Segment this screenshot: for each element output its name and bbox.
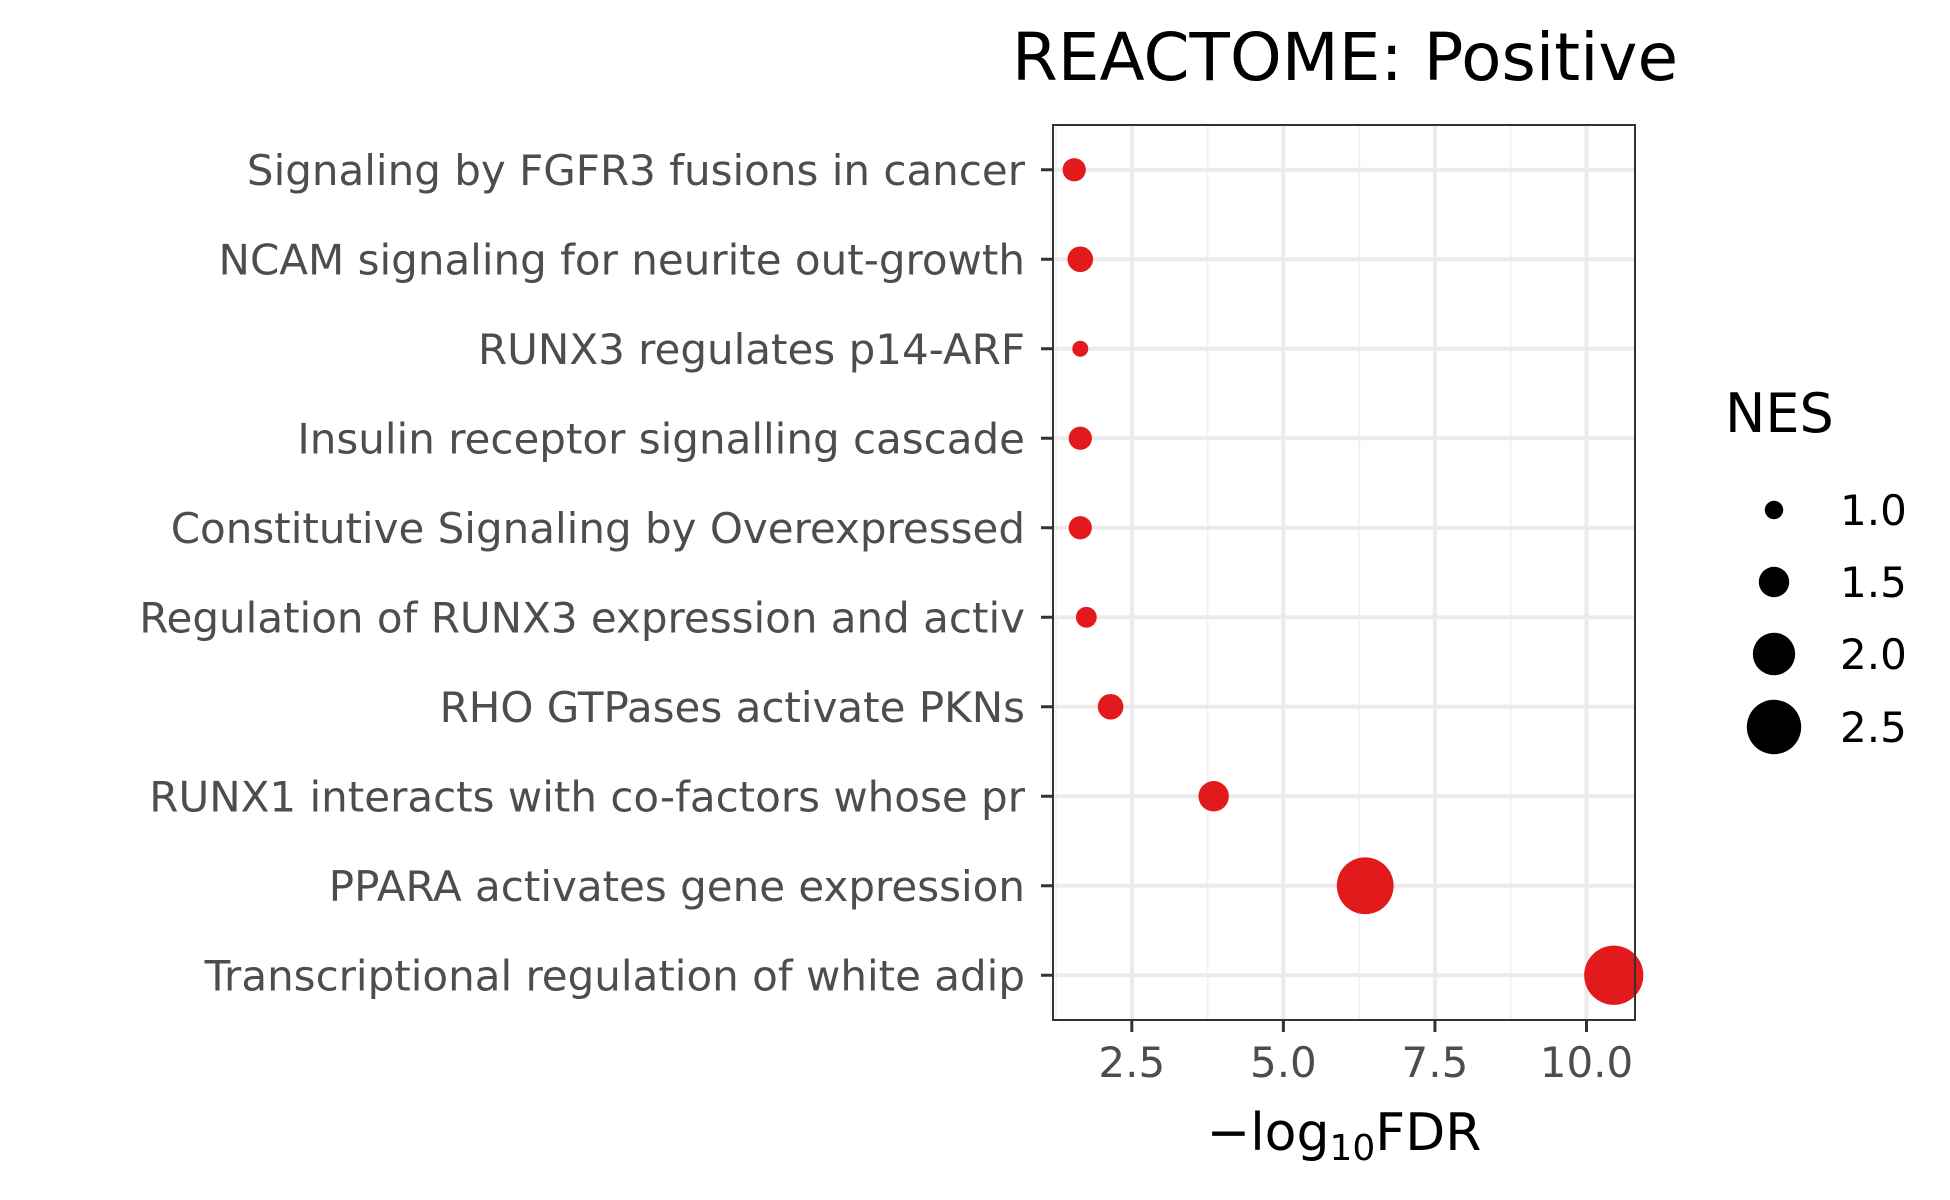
point-layer	[1062, 158, 1644, 1005]
y-tick-label: Transcriptional regulation of white adip	[204, 951, 1025, 1000]
data-point	[1067, 246, 1094, 273]
data-point	[1068, 426, 1092, 450]
legend-label: 2.0	[1840, 630, 1907, 679]
data-point	[1584, 945, 1644, 1005]
x-axis-title-prefix: −log	[1207, 1103, 1330, 1163]
x-tick-label: 10.0	[1540, 1038, 1634, 1087]
data-point	[1075, 606, 1097, 628]
size-legend: NES 1.0 1.5 2.0 2.5	[1725, 382, 1907, 755]
y-tick-label: Regulation of RUNX3 expression and activ	[139, 593, 1025, 642]
legend-label: 1.0	[1840, 486, 1907, 535]
legend-key	[1758, 566, 1790, 598]
y-tick-label: RUNX1 interacts with co-factors whose pr	[149, 772, 1025, 821]
y-tick-label: Constitutive Signaling by Overexpressed	[171, 504, 1025, 553]
data-point	[1097, 693, 1124, 720]
plot-panel-border	[1052, 124, 1636, 1021]
y-tick-label: Signaling by FGFR3 fusions in cancer	[247, 146, 1026, 195]
y-tick-label: RHO GTPases activate PKNs	[440, 683, 1025, 732]
chart-title: REACTOME: Positive	[1012, 19, 1678, 96]
x-axis-title-subscript: 10	[1329, 1128, 1375, 1169]
legend-label: 1.5	[1840, 558, 1907, 607]
data-point	[1062, 158, 1086, 182]
legend-key	[1752, 632, 1796, 676]
legend-key	[1746, 699, 1802, 755]
x-axis: 2.5 5.0 7.5 10.0	[1098, 1020, 1633, 1087]
y-axis: Signaling by FGFR3 fusions in cancer NCAM…	[139, 146, 1053, 1000]
grid-layer	[1053, 125, 1635, 1020]
x-tick-label: 2.5	[1098, 1038, 1165, 1087]
y-tick-label: Insulin receptor signalling cascade	[297, 414, 1025, 463]
x-axis-title: −log10FDR	[1207, 1103, 1482, 1169]
data-point	[1336, 857, 1394, 915]
y-tick-label: RUNX3 regulates p14-ARF	[478, 325, 1025, 374]
legend-label: 2.5	[1840, 703, 1907, 752]
x-axis-title-suffix: FDR	[1375, 1103, 1481, 1163]
legend-key	[1764, 500, 1784, 520]
x-tick-label: 7.5	[1402, 1038, 1469, 1087]
data-point	[1072, 340, 1089, 357]
x-tick-label: 5.0	[1250, 1038, 1317, 1087]
legend-title: NES	[1725, 382, 1834, 445]
y-tick-label: PPARA activates gene expression	[329, 862, 1025, 911]
data-point	[1198, 781, 1229, 812]
y-tick-label: NCAM signaling for neurite out-growth	[219, 235, 1025, 284]
data-point	[1068, 516, 1092, 540]
